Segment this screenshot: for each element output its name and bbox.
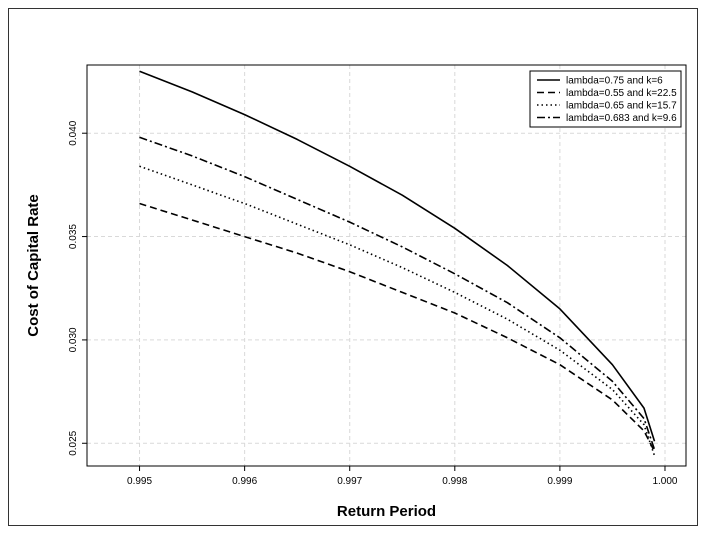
x-tick-label: 0.995: [127, 476, 152, 487]
y-tick-label: 0.035: [68, 224, 79, 249]
plot-area: [86, 64, 687, 467]
x-axis: 0.995 0.996 0.997 0.998 0.999 1.000: [127, 466, 678, 487]
series-line-4: [139, 136, 656, 450]
x-tick-label: 0.999: [547, 476, 572, 487]
y-axis-title: Cost of Capital Rate: [25, 194, 42, 337]
legend-entry: lambda=0.683 and k=9.6: [566, 113, 677, 124]
figure-frame: [8, 8, 698, 526]
series-line-3: [139, 165, 656, 456]
x-tick-label: 1.000: [652, 476, 677, 487]
legend-entry: lambda=0.75 and k=6: [566, 76, 663, 87]
x-tick-label: 0.996: [232, 476, 257, 487]
x-tick-label: 0.997: [337, 476, 362, 487]
series-line-2: [139, 202, 656, 452]
grid: [87, 65, 686, 466]
y-axis: 0.025 0.030 0.035 0.040: [68, 120, 87, 456]
y-tick-label: 0.030: [68, 327, 79, 352]
series-layer: [139, 70, 656, 456]
x-tick-label: 0.998: [442, 476, 467, 487]
series-line-1: [139, 70, 656, 442]
y-tick-label: 0.040: [68, 120, 79, 145]
y-tick-label: 0.025: [68, 430, 79, 455]
x-axis-title: Return Period: [337, 503, 436, 520]
legend-entry: lambda=0.55 and k=22.5: [566, 88, 677, 99]
legend-entry: lambda=0.65 and k=15.7: [566, 101, 677, 112]
